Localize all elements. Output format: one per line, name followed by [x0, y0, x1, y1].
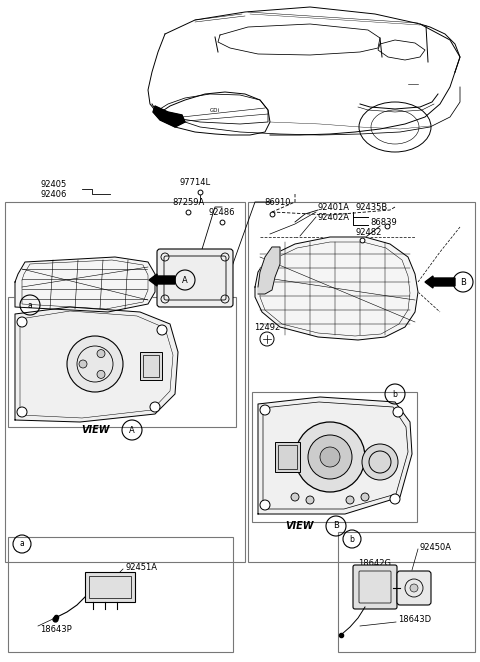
Circle shape [150, 402, 160, 412]
Bar [338, 532, 475, 652]
Text: VIEW: VIEW [286, 521, 314, 531]
Text: 97714L: 97714L [180, 177, 211, 187]
Bar [275, 442, 300, 472]
FancyBboxPatch shape [157, 249, 233, 307]
Text: 86839: 86839 [370, 218, 397, 226]
Text: 92451A: 92451A [125, 563, 157, 571]
Circle shape [67, 336, 123, 392]
Circle shape [362, 444, 398, 480]
Text: 92402A: 92402A [318, 213, 350, 222]
Circle shape [393, 407, 403, 417]
FancyArrow shape [149, 274, 175, 286]
FancyArrow shape [425, 276, 455, 288]
Circle shape [157, 325, 167, 335]
Circle shape [79, 360, 87, 368]
Text: VIEW: VIEW [81, 425, 109, 435]
Text: 92486: 92486 [209, 207, 235, 216]
Text: 18643D: 18643D [398, 616, 431, 624]
Circle shape [295, 422, 365, 492]
Polygon shape [15, 307, 178, 422]
Bar [85, 572, 135, 602]
Text: 18643P: 18643P [40, 626, 72, 634]
Bar [89, 576, 131, 598]
Bar [8, 297, 236, 427]
Circle shape [390, 494, 400, 504]
Polygon shape [258, 247, 280, 294]
FancyBboxPatch shape [353, 565, 397, 609]
Bar [143, 355, 159, 377]
Text: b: b [393, 389, 397, 399]
Bar [5, 202, 245, 562]
Text: 92482: 92482 [355, 228, 382, 236]
Bar [248, 202, 475, 562]
Polygon shape [258, 397, 412, 514]
Polygon shape [15, 257, 155, 312]
Polygon shape [153, 106, 185, 127]
Text: 92450A: 92450A [420, 542, 452, 551]
Circle shape [306, 496, 314, 504]
Text: 92405: 92405 [40, 179, 66, 189]
Text: B: B [333, 522, 339, 530]
Circle shape [17, 407, 27, 417]
Text: A: A [129, 426, 135, 434]
Bar [8, 537, 233, 652]
Circle shape [260, 405, 270, 415]
Circle shape [346, 496, 354, 504]
Text: 12492: 12492 [254, 322, 280, 332]
Text: 18642G: 18642G [358, 559, 391, 569]
Circle shape [97, 350, 105, 357]
Bar [140, 352, 162, 380]
Text: a: a [20, 540, 24, 549]
Text: 92401A: 92401A [318, 203, 350, 211]
Text: GDi: GDi [210, 108, 220, 113]
Text: 87259A: 87259A [172, 197, 204, 207]
Circle shape [17, 317, 27, 327]
Text: 92406: 92406 [40, 189, 66, 199]
Circle shape [260, 500, 270, 510]
Circle shape [97, 371, 105, 379]
Circle shape [308, 435, 352, 479]
Text: b: b [349, 534, 354, 544]
Text: A: A [182, 275, 188, 285]
Text: 92435B: 92435B [355, 203, 387, 211]
Bar [278, 445, 297, 469]
Polygon shape [255, 237, 418, 340]
Circle shape [410, 584, 418, 592]
Circle shape [361, 493, 369, 501]
Text: 86910: 86910 [265, 197, 291, 207]
Circle shape [320, 447, 340, 467]
Text: B: B [460, 277, 466, 287]
Bar [252, 392, 417, 522]
Text: a: a [28, 301, 32, 310]
Circle shape [291, 493, 299, 501]
FancyBboxPatch shape [397, 571, 431, 605]
